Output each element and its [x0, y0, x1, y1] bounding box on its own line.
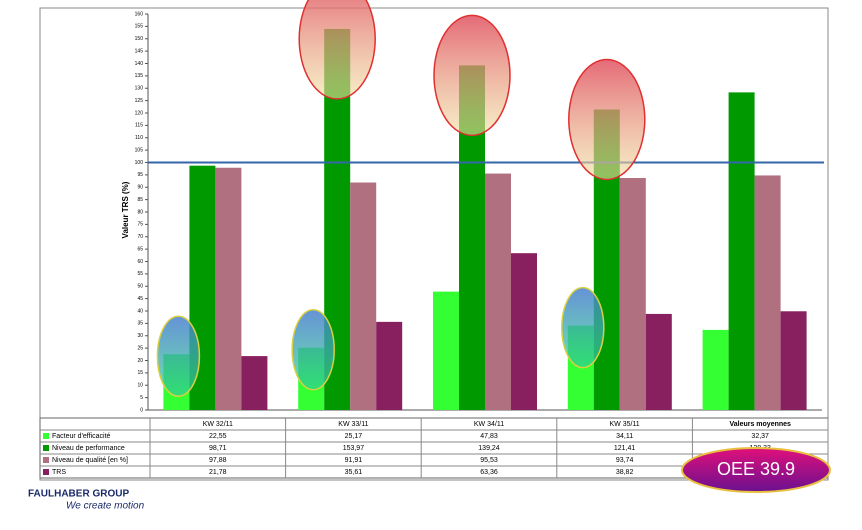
bar: [215, 167, 242, 410]
y-tick-label: 150: [135, 36, 144, 42]
y-tick-label: 100: [135, 160, 144, 166]
badge-text: OEE 39.9: [717, 459, 795, 479]
legend-swatch: [43, 469, 49, 475]
bar: [350, 182, 377, 410]
table-value: 22,55: [209, 433, 227, 440]
legend-label: Niveau de qualité [en %]: [52, 457, 128, 464]
highlight-blue: [156, 315, 201, 397]
bar: [241, 356, 268, 410]
legend-swatch: [43, 445, 49, 451]
y-tick-label: 75: [137, 222, 143, 228]
table-header: KW 35/11: [609, 421, 639, 428]
bar: [376, 321, 403, 410]
bar: [702, 329, 729, 410]
y-tick-label: 50: [137, 284, 143, 290]
table-header: Valeurs moyennes: [729, 421, 791, 428]
table-value: 98,71: [209, 445, 227, 452]
y-tick-label: 155: [135, 24, 144, 30]
y-tick-label: 45: [137, 296, 143, 302]
highlight-red: [433, 14, 511, 137]
table-value: 95,53: [480, 457, 498, 464]
table-value: 93,74: [616, 457, 634, 464]
legend-label: Niveau de performance: [52, 445, 125, 452]
y-tick-label: 20: [137, 358, 143, 364]
logo-slogan: We create motion: [66, 501, 145, 512]
y-tick-label: 120: [135, 110, 144, 116]
y-tick-label: 90: [137, 185, 143, 191]
table-header: KW 33/11: [338, 421, 368, 428]
table-value: 63,36: [480, 469, 498, 476]
bar: [645, 313, 672, 410]
table-header: KW 34/11: [474, 421, 504, 428]
table-value: 153,97: [343, 445, 365, 452]
table-value: 38,82: [616, 469, 634, 476]
table-value: 47,83: [480, 433, 498, 440]
y-tick-label: 85: [137, 197, 143, 203]
y-tick-label: 5: [140, 395, 143, 401]
bar: [485, 173, 511, 410]
table-value: 34,11: [616, 433, 633, 440]
table-value: 91,91: [345, 457, 363, 464]
y-tick-label: 95: [137, 172, 143, 178]
y-tick-label: 30: [137, 333, 143, 339]
y-tick-label: 70: [137, 234, 143, 240]
y-tick-label: 140: [135, 61, 144, 67]
legend-label: Facteur d'efficacité: [52, 433, 111, 440]
y-axis-label: Valeur TRS (%): [121, 181, 130, 238]
oee-badge: OEE 39.9: [681, 447, 831, 493]
bar: [754, 175, 781, 410]
table-value: 32,37: [751, 433, 769, 440]
table-value: 121,41: [614, 445, 636, 452]
y-tick-label: 160: [135, 11, 144, 17]
y-tick-label: 80: [137, 209, 143, 215]
badge-shape: [681, 447, 831, 493]
logo-name: FAULHABER GROUP: [28, 489, 129, 500]
table-value: 35,61: [345, 469, 363, 476]
y-tick-label: 125: [135, 98, 144, 104]
table-value: 25,17: [345, 433, 363, 440]
legend-swatch: [43, 433, 49, 439]
y-tick-label: 10: [137, 383, 143, 389]
legend-swatch: [43, 457, 49, 463]
table-value: 139,24: [478, 445, 500, 452]
y-tick-label: 0: [140, 407, 143, 413]
highlight-blue: [561, 286, 605, 369]
y-tick-label: 55: [137, 271, 143, 277]
y-tick-label: 130: [135, 86, 144, 92]
bar: [511, 253, 537, 410]
highlight-red: [568, 58, 646, 181]
y-tick-label: 135: [135, 73, 144, 79]
bar: [728, 92, 755, 411]
y-tick-label: 25: [137, 345, 143, 351]
y-tick-label: 40: [137, 308, 143, 314]
y-tick-label: 110: [135, 135, 143, 141]
y-tick-label: 115: [135, 123, 143, 129]
table-header: KW 32/11: [203, 421, 233, 428]
highlight-red: [298, 0, 376, 100]
y-tick-label: 35: [137, 321, 143, 327]
y-tick-label: 60: [137, 259, 143, 265]
y-tick-label: 65: [137, 246, 143, 252]
bar: [619, 177, 646, 410]
table-value: 97,88: [209, 457, 227, 464]
y-tick-label: 15: [137, 370, 143, 376]
highlight-blue: [291, 308, 335, 391]
bar: [780, 311, 807, 410]
bar: [433, 291, 459, 410]
y-tick-label: 145: [135, 48, 144, 54]
y-tick-label: 105: [135, 147, 144, 153]
legend-label: TRS: [52, 469, 66, 476]
table-value: 21,78: [209, 469, 227, 476]
